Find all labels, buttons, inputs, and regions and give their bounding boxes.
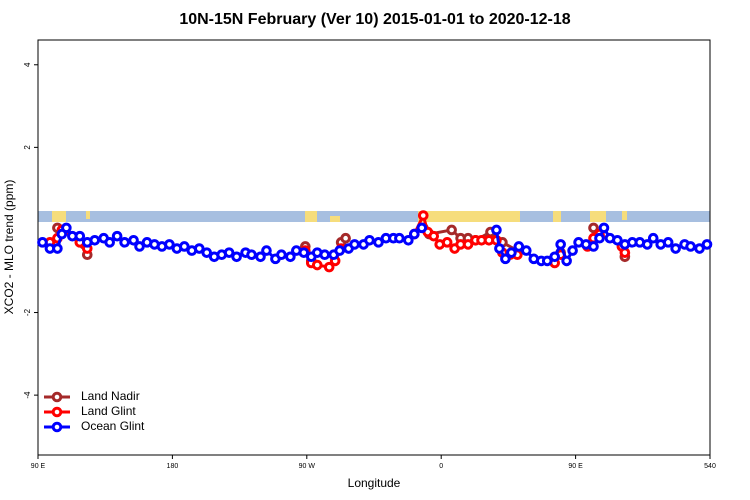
chart-title: 10N-15N February (Ver 10) 2015-01-01 to … [179,11,570,28]
data-point [409,228,420,240]
data-point [231,251,242,263]
data-point [491,224,502,236]
y-tick-label: 2 [23,145,32,150]
x-tick-label: 90 E [568,463,583,470]
data-point [541,255,553,267]
land-patch [418,211,520,222]
data-point [298,247,310,258]
x-tick-label: 180 [167,463,179,470]
data-point [598,222,610,234]
x-tick-label: 90 W [299,463,316,470]
data-point [201,247,213,258]
land-patch [86,211,90,219]
data-point [612,234,623,246]
data-point [417,210,429,221]
data-point [364,234,375,246]
y-tick-label: 4 [23,62,32,67]
land-patch [590,211,606,222]
data-point [670,243,681,254]
legend-marker [51,406,63,418]
data-point [223,247,235,258]
y-axis-label: XCO2 - MLO trend (ppm) [2,180,16,315]
data-point [619,247,631,258]
data-point [61,222,72,234]
data-point [319,249,331,261]
ocean-strip [38,211,710,222]
x-tick-label: 540 [704,463,716,470]
data-point [588,241,599,252]
data-point [403,234,414,246]
data-point [521,245,532,256]
data-point [500,253,511,265]
data-point [446,224,457,236]
data-point [588,222,599,234]
data-point [416,222,428,234]
data-point [246,249,257,261]
data-point [701,239,713,250]
data-point [74,230,86,242]
land-patch [622,211,627,220]
x-tick-label: 0 [439,463,443,470]
data-point [323,261,335,273]
data-point [373,237,384,248]
data-point [311,259,323,271]
legend-label: Land Glint [81,404,136,418]
data-point [276,249,287,261]
legend-marker [51,421,63,433]
data-point [685,241,696,252]
data-point [513,241,525,252]
data-point [285,251,296,263]
data-point [261,245,272,256]
land-patch [330,216,340,222]
data-point [340,232,351,244]
data-point [37,237,48,248]
data-point [494,243,505,254]
data-point [179,241,190,252]
data-point [694,243,705,254]
data-point [349,239,360,250]
data-point [647,232,659,244]
data-point [594,232,605,244]
data-point [555,239,566,250]
y-tick-label: -4 [23,391,32,399]
data-point [506,247,517,258]
map-strip [38,211,710,222]
data-point [111,230,123,242]
land-patch [553,211,561,222]
data-point [334,245,345,256]
legend-label: Land Nadir [81,389,140,403]
data-point [441,237,453,248]
data-point [428,230,440,242]
data-point [128,234,139,246]
data-point [119,237,130,248]
data-point [164,239,175,250]
data-point [104,237,115,248]
data-point [462,239,474,250]
data-point [255,251,266,263]
y-tick-label: -2 [23,308,32,316]
x-tick-label: 90 E [31,463,46,470]
land-patch [305,211,317,222]
data-point [567,245,578,256]
legend-marker [51,391,63,403]
data-point [662,237,674,248]
data-point [89,234,101,246]
data-point [394,232,405,244]
x-axis-label: Longitude [348,476,401,490]
data-point [561,255,572,267]
legend-label: Ocean Glint [81,419,145,433]
land-patch [52,211,66,222]
data-point [641,239,653,250]
data-point [134,241,145,252]
data-point [193,243,205,254]
data-point [549,251,560,263]
data-point [52,243,63,254]
